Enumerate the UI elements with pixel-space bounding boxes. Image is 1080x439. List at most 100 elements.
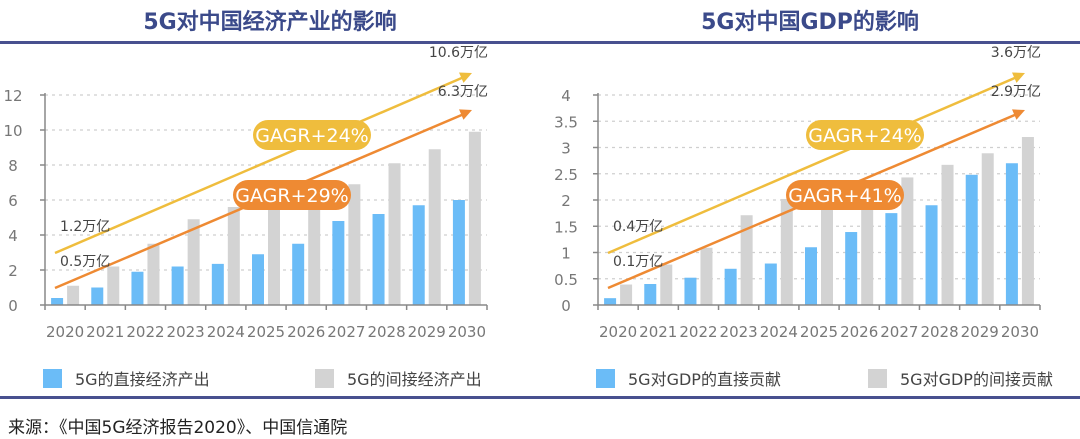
bar-indirect (1021, 137, 1034, 305)
y-tick-label: 0.5 (554, 271, 578, 289)
x-tick-label: 2025 (247, 323, 285, 341)
x-tick-label: 2026 (287, 323, 325, 341)
legend-label: 5G对GDP的间接贡献 (900, 370, 1053, 389)
bar-direct (452, 200, 465, 305)
bar-direct (211, 263, 224, 305)
y-tick-label: 3.5 (554, 113, 578, 131)
bar-indirect (700, 247, 713, 305)
x-tick-label: 2023 (720, 323, 758, 341)
arrowhead-icon (1012, 109, 1025, 120)
bar-indirect (981, 153, 994, 305)
trend-arrow-yellow (607, 75, 1018, 255)
bar-direct (412, 205, 425, 305)
cagr-badge-label: GAGR+24% (808, 125, 921, 147)
legend-swatch (596, 369, 615, 388)
bar-direct (332, 221, 345, 305)
legend-swatch (868, 369, 887, 388)
y-tick-label: 4 (8, 227, 18, 245)
bar-direct (372, 214, 385, 305)
bar-direct (644, 284, 657, 305)
y-tick-label: 2.5 (554, 166, 578, 184)
x-tick-label: 2025 (800, 323, 838, 341)
bar-indirect (268, 200, 280, 305)
bar-indirect (67, 285, 80, 305)
x-tick-label: 2024 (207, 323, 245, 341)
x-tick-label: 2026 (840, 323, 878, 341)
start-value-label: 0.1万亿 (613, 254, 663, 270)
top-divider (0, 41, 1080, 44)
x-tick-label: 2022 (679, 323, 717, 341)
legend-label: 5G的间接经济产出 (347, 370, 482, 389)
x-tick-label: 2021 (639, 323, 677, 341)
trend-arrow-yellow (54, 75, 465, 255)
bar-indirect (660, 264, 673, 305)
y-tick-label: 1 (561, 245, 571, 263)
bar-direct (604, 298, 617, 305)
x-tick-label: 2024 (760, 323, 798, 341)
arrowhead-icon (459, 72, 472, 83)
bar-indirect (308, 193, 321, 305)
cagr-badge (253, 120, 371, 150)
x-tick-label: 2021 (86, 323, 124, 341)
legend-label: 5G的直接经济产出 (75, 370, 210, 389)
cagr-badge (806, 120, 924, 150)
bar-direct (131, 271, 144, 305)
bar-indirect (620, 284, 633, 305)
source-note: 来源：《中国5G经济报告2020》、中国信通院 (8, 418, 348, 438)
bar-direct (91, 287, 104, 305)
cagr-badge-label: GAGR+24% (255, 125, 368, 147)
cagr-badge (786, 180, 904, 210)
start-value-label: 0.5万亿 (60, 254, 110, 270)
bar-direct (684, 277, 697, 305)
bar-indirect (941, 164, 954, 305)
x-tick-label: 2030 (1001, 323, 1039, 341)
y-tick-label: 6 (8, 192, 18, 210)
x-tick-label: 2020 (46, 323, 84, 341)
x-tick-label: 2020 (599, 323, 637, 341)
x-tick-label: 2030 (448, 323, 486, 341)
bar-direct (805, 247, 817, 305)
x-tick-label: 2029 (408, 323, 446, 341)
y-tick-label: 0 (561, 297, 571, 315)
bottom-divider (0, 396, 1080, 399)
end-value-label: 3.6万亿 (991, 45, 1041, 61)
bar-direct (764, 263, 777, 305)
bar-direct (252, 254, 264, 305)
bar-indirect (861, 189, 874, 305)
legend-swatch (315, 369, 334, 388)
x-tick-label: 2027 (327, 323, 365, 341)
arrowhead-icon (459, 109, 472, 120)
bar-direct (292, 243, 305, 305)
y-tick-label: 0 (8, 297, 18, 315)
y-tick-label: 2 (561, 192, 571, 210)
y-tick-label: 1.5 (554, 218, 578, 236)
x-tick-label: 2027 (880, 323, 918, 341)
cagr-badge-label: GAGR+41% (788, 185, 901, 207)
bar-indirect (388, 163, 401, 305)
bar-direct (925, 205, 938, 305)
y-tick-label: 12 (3, 87, 22, 105)
bar-direct (171, 266, 184, 305)
y-tick-label: 8 (8, 157, 18, 175)
bar-indirect (901, 177, 914, 305)
bar-direct (1005, 163, 1018, 305)
y-tick-label: 3 (561, 140, 571, 158)
start-value-label: 1.2万亿 (60, 219, 110, 235)
y-tick-label: 10 (3, 122, 22, 140)
bar-indirect (821, 194, 833, 305)
x-tick-label: 2022 (126, 323, 164, 341)
bar-direct (885, 213, 898, 305)
bar-indirect (468, 131, 481, 305)
x-tick-label: 2028 (367, 323, 405, 341)
end-value-label: 6.3万亿 (438, 84, 488, 100)
legend-label: 5G对GDP的直接贡献 (628, 370, 781, 389)
bar-indirect (227, 207, 240, 305)
y-tick-label: 4 (561, 87, 571, 105)
x-tick-label: 2029 (961, 323, 999, 341)
left-chart-title: 5G对中国经济产业的影响 (143, 10, 397, 35)
end-value-label: 2.9万亿 (991, 84, 1041, 100)
end-value-label: 10.6万亿 (429, 45, 488, 61)
right-chart-title: 5G对中国GDP的影响 (701, 10, 919, 35)
cagr-badge-label: GAGR+29% (235, 185, 348, 207)
